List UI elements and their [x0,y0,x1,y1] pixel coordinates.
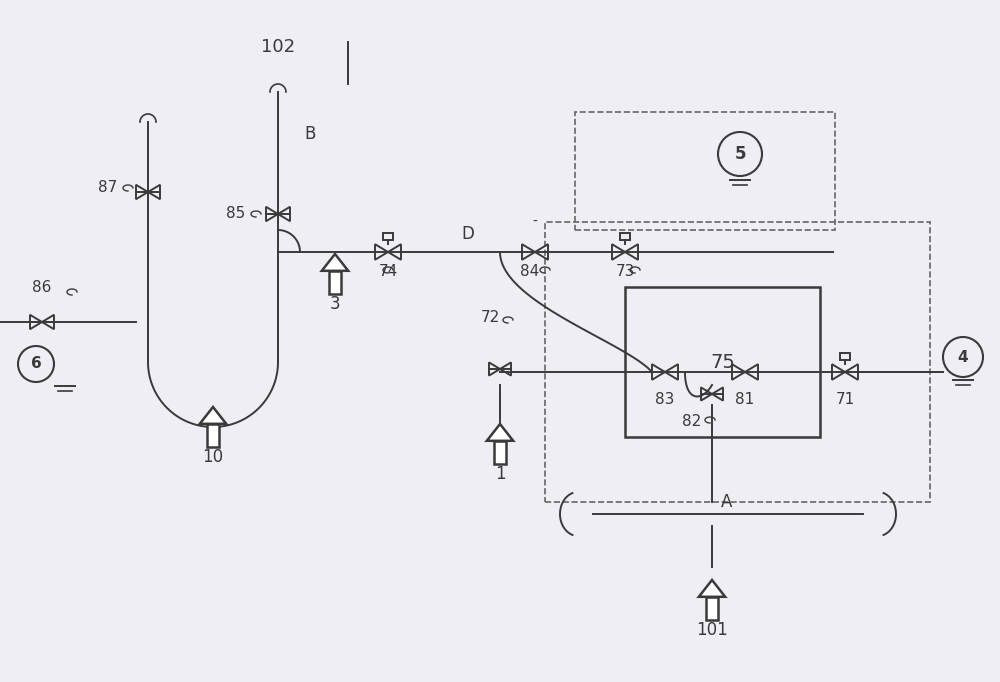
Text: 87: 87 [98,181,118,196]
Text: D: D [462,225,474,243]
Text: 102: 102 [261,38,295,56]
Text: 71: 71 [835,393,855,408]
Text: 6: 6 [31,357,41,372]
Bar [620,233,630,240]
Text: 86: 86 [32,280,52,295]
Text: 72: 72 [480,310,500,325]
Text: 10: 10 [202,448,224,466]
Text: -: - [533,215,537,229]
Text: 83: 83 [655,393,675,408]
Text: 3: 3 [330,295,340,313]
Text: 101: 101 [696,621,728,639]
Polygon shape [329,271,341,294]
Bar [625,287,820,437]
Text: 74: 74 [378,265,398,280]
Text: 82: 82 [682,415,702,430]
Text: B: B [304,125,316,143]
Text: 75: 75 [710,353,735,372]
Bar [575,112,835,230]
Polygon shape [200,407,226,424]
Text: 81: 81 [735,393,755,408]
Text: 5: 5 [734,145,746,163]
Text: 4: 4 [958,349,968,364]
Bar [840,353,850,360]
Polygon shape [207,424,219,447]
Polygon shape [322,254,348,271]
Polygon shape [699,580,725,597]
Text: 1: 1 [495,465,505,483]
Text: 84: 84 [520,265,540,280]
Bar [545,222,930,502]
Polygon shape [487,424,513,441]
Text: 73: 73 [615,265,635,280]
Bar [383,233,393,240]
Text: 85: 85 [226,207,246,222]
Polygon shape [706,597,718,620]
Text: A: A [721,493,733,511]
Polygon shape [494,441,506,464]
